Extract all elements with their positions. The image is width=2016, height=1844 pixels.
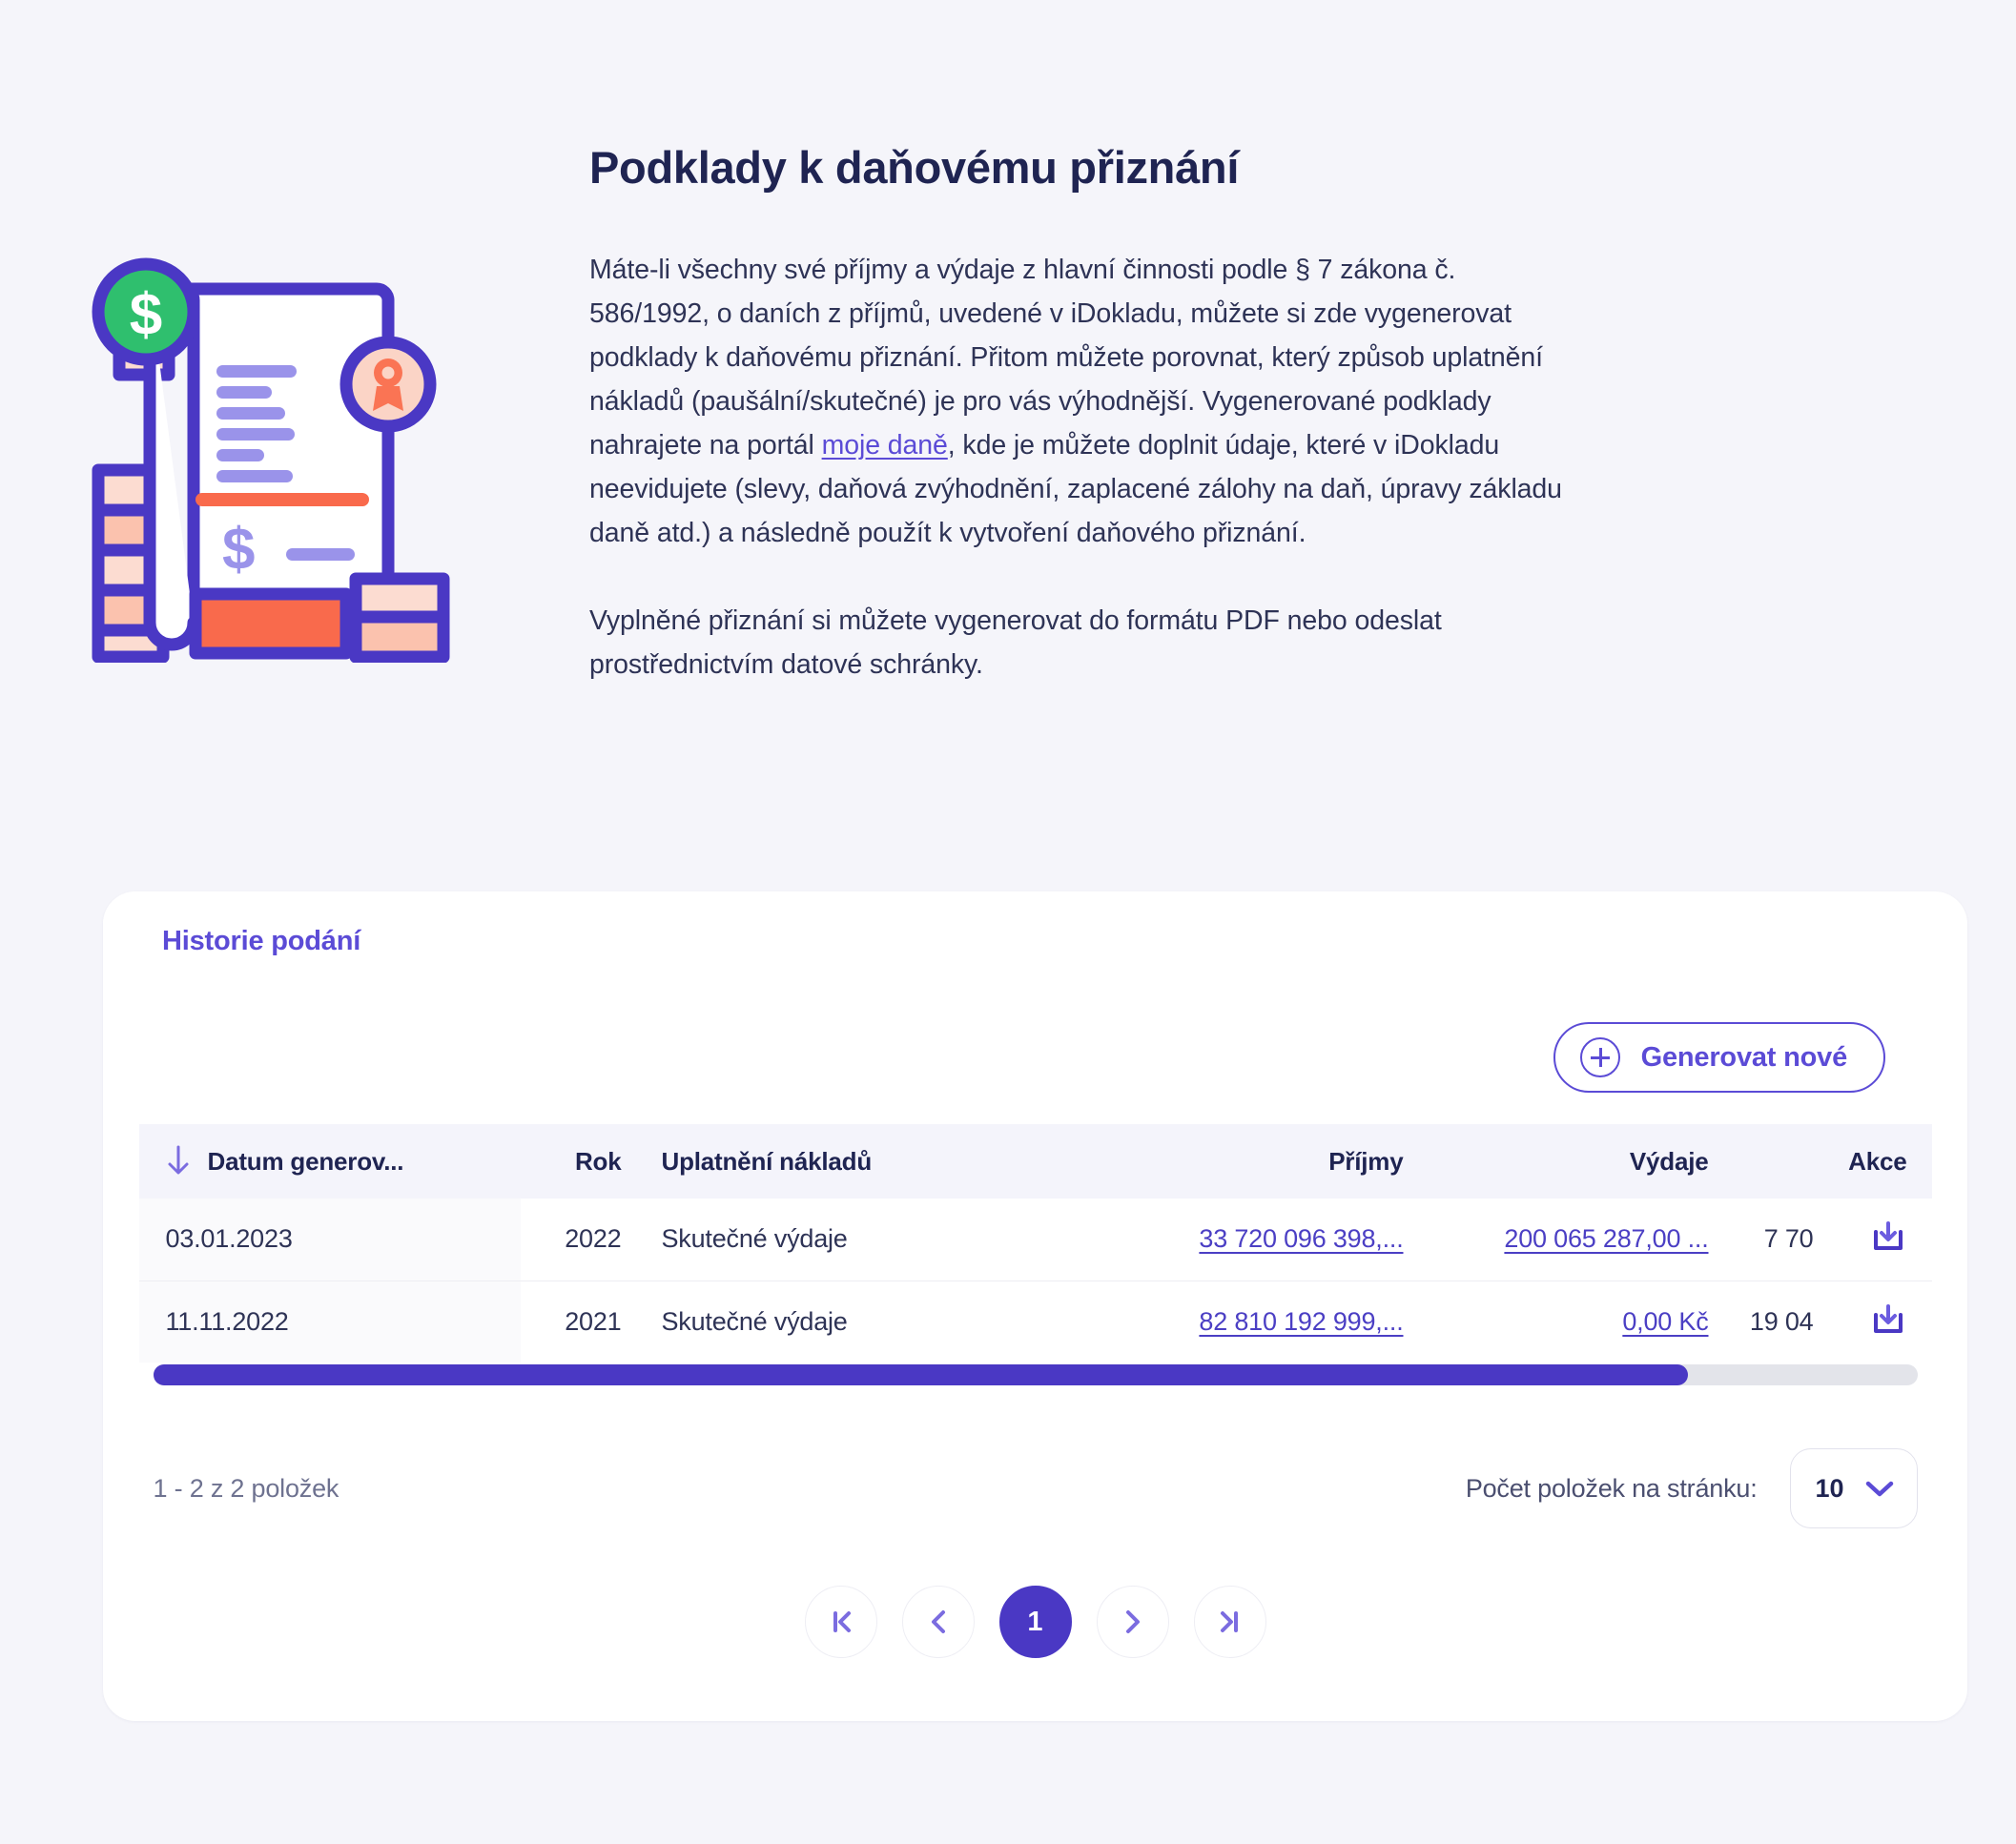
cell-date: 11.11.2022 — [138, 1281, 521, 1363]
column-header-action-label: Akce — [1848, 1146, 1907, 1176]
item-count-label: 1 - 2 z 2 položek — [153, 1473, 339, 1503]
column-header-income-label: Příjmy — [1328, 1146, 1404, 1176]
prev-page-icon — [931, 1610, 945, 1633]
page-size-control: Počet položek na stránku: 10 — [1466, 1448, 1918, 1528]
tab-bar: Historie podání — [103, 891, 1967, 991]
table-toolbar: Generovat nové — [134, 991, 1937, 1124]
column-header-year[interactable]: Rok — [520, 1124, 635, 1199]
income-link[interactable]: 33 720 096 398,... — [1199, 1224, 1404, 1254]
column-header-income[interactable]: Příjmy — [1044, 1124, 1417, 1199]
card-body: Generovat nové Datum generov... Rok U — [103, 991, 1967, 1658]
tab-label: Historie podání — [162, 925, 361, 956]
column-header-method-label: Uplatnění nákladů — [661, 1146, 873, 1176]
table-row[interactable]: 03.01.2023 2022 Skutečné výdaje 33 720 0… — [138, 1199, 1932, 1281]
svg-text:$: $ — [130, 282, 162, 348]
column-header-date[interactable]: Datum generov... — [138, 1124, 521, 1199]
cell-method: Skutečné výdaje — [634, 1199, 1045, 1281]
tax-document-illustration: $ $ — [91, 243, 472, 664]
page-size-value: 10 — [1815, 1473, 1844, 1503]
pagination-first-button[interactable] — [804, 1586, 877, 1658]
hero-section: $ $ Podklady k daňovému přiznání Máte-li… — [0, 0, 2016, 858]
sort-arrow-down-icon — [168, 1145, 188, 1175]
history-card: Historie podání Generovat nové Datum ge — [103, 891, 1967, 1721]
pagination-prev-button[interactable] — [901, 1586, 975, 1658]
intro-text-part2: , kde je můžete doplnit údaje, které v i… — [589, 430, 1562, 549]
cell-action — [1827, 1281, 1932, 1363]
cell-action — [1826, 1199, 1932, 1281]
secondary-paragraph: Vyplněné přiznání si můžete vygenerovat … — [589, 605, 1442, 681]
table-head: Datum generov... Rok Uplatnění nákladů P… — [138, 1124, 1932, 1199]
column-header-year-label: Rok — [574, 1146, 622, 1176]
column-header-method[interactable]: Uplatnění nákladů — [634, 1124, 1045, 1199]
cell-income: 33 720 096 398,... — [1044, 1199, 1417, 1281]
svg-text:$: $ — [222, 517, 255, 583]
hero-copy: Podklady k daňovému přiznání Máte-li vše… — [589, 141, 1591, 686]
cell-method: Skutečné výdaje — [661, 1306, 848, 1336]
generate-new-button[interactable]: Generovat nové — [1553, 1022, 1885, 1093]
pagination-page-1[interactable]: 1 — [998, 1586, 1072, 1658]
moje-dane-link[interactable]: moje daně — [821, 430, 948, 461]
first-page-icon — [833, 1611, 851, 1632]
download-icon[interactable] — [1869, 1219, 1907, 1258]
plus-circle-icon — [1579, 1037, 1620, 1077]
intro-text-part1: Máte-li všechny své příjmy a výdaje z hl… — [589, 255, 1543, 461]
next-page-icon — [1125, 1610, 1140, 1633]
column-header-date-label: Datum generov... — [207, 1146, 404, 1176]
expenses-link[interactable]: 0,00 Kč — [1622, 1306, 1709, 1336]
cell-expenses: 200 065 287,00 ... — [1416, 1199, 1722, 1281]
column-header-spacer — [1721, 1124, 1827, 1199]
cell-expenses: 0,00 Kč — [1417, 1281, 1722, 1363]
submissions-table: Datum generov... Rok Uplatnění nákladů P… — [138, 1124, 1932, 1363]
cell-income: 82 810 192 999,... — [1045, 1281, 1417, 1363]
page-size-select[interactable]: 10 — [1789, 1448, 1918, 1528]
pagination-next-button[interactable] — [1096, 1586, 1169, 1658]
table-row[interactable]: 11.11.2022 2021 Skutečné výdaje 82 810 1… — [138, 1281, 1932, 1363]
expenses-link[interactable]: 200 065 287,00 ... — [1504, 1224, 1709, 1254]
table-header-row: Datum generov... Rok Uplatnění nákladů P… — [138, 1124, 1932, 1199]
cell-year: 2021 — [565, 1306, 622, 1336]
income-link[interactable]: 82 810 192 999,... — [1199, 1306, 1404, 1336]
page-size-label: Počet položek na stránku: — [1465, 1473, 1758, 1503]
page-title: Podklady k daňovému přiznání — [589, 142, 1240, 193]
scrollbar-thumb[interactable] — [153, 1364, 1688, 1385]
cell-extra: 19 04 — [1749, 1306, 1814, 1336]
cell-date: 03.01.2023 — [138, 1199, 521, 1281]
table-body: 03.01.2023 2022 Skutečné výdaje 33 720 0… — [138, 1199, 1932, 1363]
cell-year: 2022 — [520, 1199, 635, 1281]
table-footer: 1 - 2 z 2 položek Počet položek na strán… — [154, 1448, 1918, 1528]
generate-new-label: Generovat nové — [1640, 1041, 1848, 1073]
cell-extra: 7 70 — [1721, 1199, 1827, 1281]
chevron-down-icon — [1865, 1481, 1893, 1497]
column-header-expenses[interactable]: Výdaje — [1416, 1124, 1722, 1199]
horizontal-scrollbar[interactable] — [153, 1364, 1918, 1385]
pagination: 1 — [154, 1586, 1918, 1658]
column-header-expenses-label: Výdaje — [1629, 1146, 1709, 1176]
pagination-current-page-label: 1 — [1027, 1606, 1043, 1637]
column-header-action: Akce — [1826, 1124, 1932, 1199]
intro-paragraph: Máte-li všechny své příjmy a výdaje z hl… — [589, 248, 1562, 555]
download-icon[interactable] — [1869, 1302, 1907, 1341]
tab-historie-podani[interactable]: Historie podání — [103, 891, 421, 991]
pagination-last-button[interactable] — [1193, 1586, 1266, 1658]
last-page-icon — [1220, 1611, 1238, 1632]
